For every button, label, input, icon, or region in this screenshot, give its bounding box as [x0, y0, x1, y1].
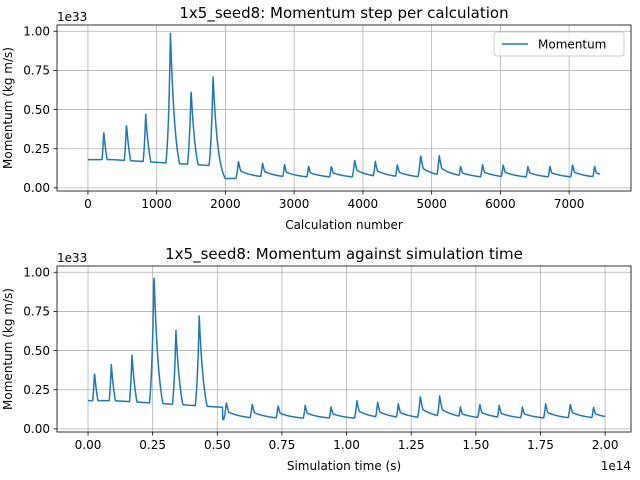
bottom-chart-panel: 0.00 0.25 0.50 0.75 1.00 1.25 1.50 1.75 2.00 0.00… [1, 245, 632, 473]
bottom-chart-y-tick-label: 0.75 [23, 305, 50, 319]
top-chart-y-tick-label: 0.75 [23, 64, 50, 78]
top-chart-x-tick-label: 0 [84, 197, 92, 211]
top-chart-y-tick-label: 0.50 [23, 103, 50, 117]
bottom-chart-x-tick-label: 0.50 [204, 438, 231, 452]
bottom-chart-x-tick-label: 0.75 [269, 438, 296, 452]
bottom-chart-x-tick-label: 0.00 [75, 438, 102, 452]
top-chart-momentum-series-line [87, 32, 601, 180]
bottom-chart-x-tick-label: 1.00 [333, 438, 360, 452]
bottom-chart-y-offset-label: 1e33 [57, 251, 87, 265]
bottom-chart-x-offset-label: 1e14 [601, 459, 631, 473]
top-chart-y-tick-label: 0.25 [23, 142, 50, 156]
bottom-chart-y-tick-label: 0.00 [23, 422, 50, 436]
bottom-chart-x-tick-label: 1.50 [463, 438, 490, 452]
top-chart-x-tick-label: 5000 [416, 197, 447, 211]
top-chart-plot-frame [56, 24, 632, 192]
bottom-chart-y-tick-label: 0.25 [23, 383, 50, 397]
bottom-chart-x-axis-label: Simulation time (s) [287, 459, 401, 473]
legend-entry-momentum: Momentum [538, 38, 606, 52]
top-chart-x-tick-label: 3000 [279, 197, 310, 211]
top-chart-y-tick-label: 0.00 [23, 181, 50, 195]
bottom-chart-title: 1x5_seed8: Momentum against simulation t… [165, 245, 523, 264]
bottom-chart-x-tick-label: 1.75 [527, 438, 554, 452]
top-chart-x-tick-label: 4000 [348, 197, 379, 211]
bottom-chart-y-tick-label: 0.50 [23, 344, 50, 358]
bottom-chart-y-axis-label: Momentum (kg m/s) [1, 288, 15, 410]
top-chart-y-axis-label: Momentum (kg m/s) [1, 47, 15, 169]
top-chart-panel: 0 1000 2000 3000 4000 5000 6000 7000 0.00 0.25 0.5… [1, 4, 632, 232]
legend: Momentum [493, 31, 625, 57]
top-chart-x-tick-label: 7000 [554, 197, 585, 211]
top-chart-x-axis-label: Calculation number [285, 218, 403, 232]
bottom-chart-x-tick-label: 2.00 [592, 438, 619, 452]
top-chart-title: 1x5_seed8: Momentum step per calculation [179, 4, 508, 23]
top-chart-y-tick-label: 1.00 [23, 25, 50, 39]
bottom-chart-momentum-series-line [87, 277, 606, 421]
bottom-chart-plot-frame [56, 265, 632, 433]
legend-box [493, 31, 625, 57]
top-chart-y-offset-label: 1e33 [57, 10, 87, 24]
bottom-chart-x-tick-label: 1.25 [398, 438, 425, 452]
bottom-chart-x-tick-label: 0.25 [139, 438, 166, 452]
top-chart-x-tick-label: 1000 [141, 197, 172, 211]
top-chart-x-tick-label: 6000 [485, 197, 516, 211]
bottom-chart-y-tick-label: 1.00 [23, 266, 50, 280]
top-chart-x-tick-label: 2000 [210, 197, 241, 211]
